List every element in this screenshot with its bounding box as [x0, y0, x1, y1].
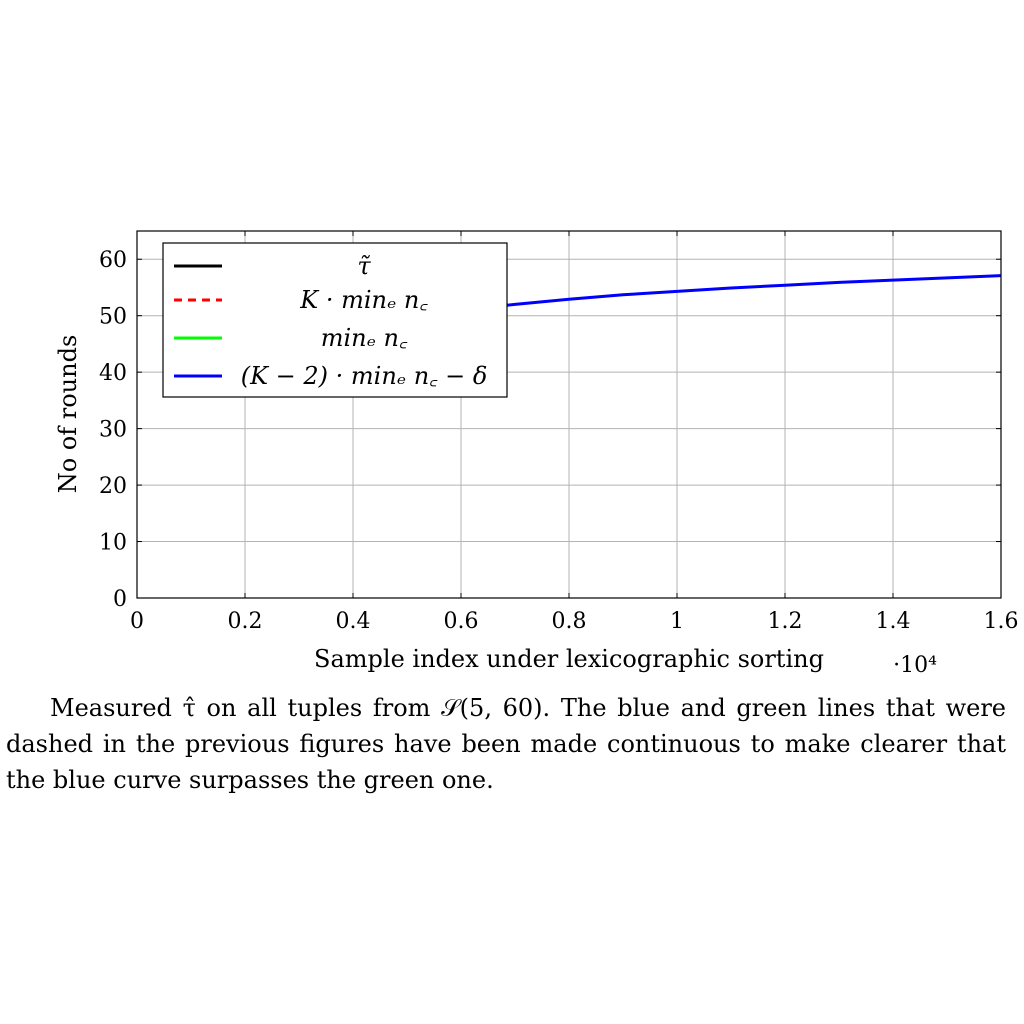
legend-box	[162, 242, 508, 398]
legend-items: τ̃ K · minₑ n꜀ minₑ n꜀ (K − 2) · minₑ n꜀ − …	[174, 252, 487, 390]
series-layer	[493, 274, 1002, 309]
x-tick-label: 1.6	[984, 609, 1019, 634]
ticks	[136, 231, 1002, 599]
figure-caption: Measured τ̂ on all tuples from 𝒮(5, 60).…	[6, 694, 1006, 794]
y-tick-label: 60	[99, 248, 127, 273]
y-tick-label: 0	[113, 587, 127, 612]
legend-label-3: (K − 2) · minₑ n꜀ − δ	[241, 362, 488, 390]
series-line-3	[493, 274, 1002, 309]
x-tick-label: 1	[670, 609, 684, 634]
x-tick-label: 0.6	[444, 609, 479, 634]
x-tick-label: 0	[130, 609, 144, 634]
tick-labels: 0 0.2 0.4 0.6 0.8 1 1.2 1.4 1.6 0 10 20 30 40 50 60	[99, 248, 1019, 634]
x-tick-label: 1.4	[876, 609, 911, 634]
y-tick-label: 20	[99, 474, 127, 499]
legend-label-2: minₑ n꜀	[321, 324, 408, 352]
y-tick-label: 30	[99, 418, 127, 443]
legend-label-0: τ̃	[357, 252, 371, 280]
x-tick-label: 1.2	[768, 609, 803, 634]
x-axis-multiplier: ·10⁴	[893, 653, 937, 678]
x-tick-label: 0.8	[552, 609, 587, 634]
x-tick-label: 0.2	[228, 609, 263, 634]
x-tick-label: 0.4	[336, 609, 371, 634]
y-tick-label: 40	[99, 361, 127, 386]
y-tick-label: 50	[99, 305, 127, 330]
legend: τ̃ K · minₑ n꜀ minₑ n꜀ (K − 2) · minₑ n꜀ − …	[162, 242, 508, 398]
y-tick-label: 10	[99, 531, 127, 556]
legend-label-1: K · minₑ n꜀	[299, 286, 428, 314]
chart: 0 0.2 0.4 0.6 0.8 1 1.2 1.4 1.6 0 10 20 30 40 50 60 Sam…	[54, 230, 1019, 678]
y-axis-title: No of rounds	[54, 335, 82, 494]
x-axis-title: Sample index under lexicographic sorting	[314, 645, 824, 673]
